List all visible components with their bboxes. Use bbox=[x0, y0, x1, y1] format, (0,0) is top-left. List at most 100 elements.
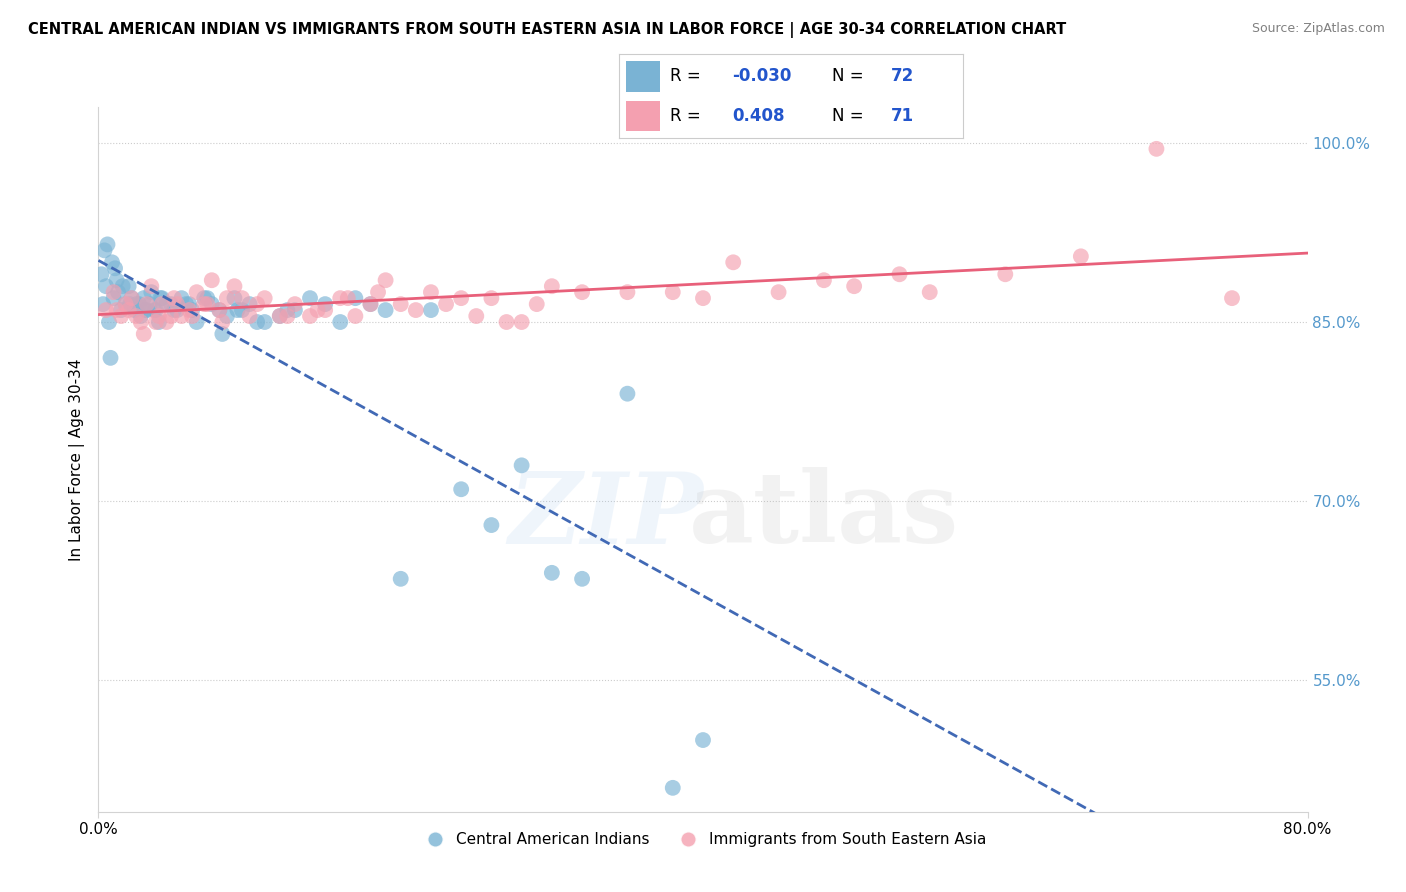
Point bbox=[132, 326, 155, 341]
Point bbox=[163, 303, 186, 318]
Point bbox=[768, 285, 790, 300]
Point bbox=[465, 309, 488, 323]
Point bbox=[284, 297, 307, 311]
Point bbox=[141, 285, 163, 300]
Point bbox=[215, 309, 238, 323]
Point bbox=[231, 291, 253, 305]
Point bbox=[389, 297, 412, 311]
Point bbox=[104, 261, 127, 276]
Text: CENTRAL AMERICAN INDIAN VS IMMIGRANTS FROM SOUTH EASTERN ASIA IN LABOR FORCE | A: CENTRAL AMERICAN INDIAN VS IMMIGRANTS FR… bbox=[28, 22, 1066, 38]
Point bbox=[166, 303, 188, 318]
Point bbox=[329, 315, 352, 329]
Point bbox=[224, 279, 246, 293]
Point bbox=[105, 273, 128, 287]
Point bbox=[121, 291, 143, 305]
Point bbox=[103, 291, 125, 305]
Point bbox=[723, 255, 745, 269]
Point bbox=[181, 309, 204, 323]
Point bbox=[450, 291, 472, 305]
Point bbox=[253, 315, 276, 329]
Point bbox=[150, 291, 173, 305]
Point bbox=[246, 315, 269, 329]
Point bbox=[132, 291, 155, 305]
Point bbox=[174, 297, 197, 311]
Point bbox=[253, 291, 276, 305]
Point bbox=[540, 566, 562, 580]
Point bbox=[120, 297, 142, 311]
Point bbox=[661, 285, 683, 300]
Point bbox=[481, 291, 503, 305]
Point bbox=[148, 309, 170, 323]
Point bbox=[101, 255, 124, 269]
Point bbox=[179, 303, 201, 318]
Point bbox=[145, 315, 167, 329]
Point bbox=[186, 315, 208, 329]
Point bbox=[571, 285, 593, 300]
Point bbox=[367, 285, 389, 300]
Text: 0.408: 0.408 bbox=[733, 107, 785, 125]
Point bbox=[163, 291, 186, 305]
Text: atlas: atlas bbox=[689, 467, 959, 565]
Point bbox=[186, 285, 208, 300]
Legend: Central American Indians, Immigrants from South Eastern Asia: Central American Indians, Immigrants fro… bbox=[413, 826, 993, 854]
Point bbox=[155, 315, 177, 329]
Point bbox=[405, 303, 427, 318]
Point bbox=[434, 297, 457, 311]
Point bbox=[510, 458, 533, 473]
Point bbox=[299, 291, 322, 305]
Point bbox=[269, 309, 291, 323]
Point bbox=[692, 733, 714, 747]
Point bbox=[994, 267, 1017, 281]
Point bbox=[111, 279, 134, 293]
Point bbox=[150, 297, 173, 311]
Point bbox=[918, 285, 941, 300]
Point bbox=[1070, 249, 1092, 263]
Point bbox=[1220, 291, 1243, 305]
Point bbox=[389, 572, 412, 586]
Point bbox=[1146, 142, 1168, 156]
Point bbox=[125, 297, 148, 311]
Text: N =: N = bbox=[832, 68, 863, 86]
Point bbox=[420, 285, 443, 300]
Point bbox=[110, 309, 132, 323]
Point bbox=[314, 297, 336, 311]
Point bbox=[307, 303, 329, 318]
Text: -0.030: -0.030 bbox=[733, 68, 792, 86]
Text: ZIP: ZIP bbox=[509, 467, 704, 564]
Point bbox=[114, 297, 136, 311]
Point bbox=[226, 303, 249, 318]
Point bbox=[145, 303, 167, 318]
Point bbox=[276, 309, 298, 323]
Point bbox=[276, 303, 298, 318]
Point bbox=[193, 291, 215, 305]
Point bbox=[118, 303, 141, 318]
Point bbox=[510, 315, 533, 329]
Point bbox=[374, 303, 396, 318]
Point bbox=[193, 297, 215, 311]
Point bbox=[128, 297, 150, 311]
Point bbox=[201, 273, 224, 287]
Text: 72: 72 bbox=[891, 68, 914, 86]
Point bbox=[179, 297, 201, 311]
Point bbox=[118, 279, 141, 293]
Text: N =: N = bbox=[832, 107, 863, 125]
Point bbox=[336, 291, 359, 305]
Point bbox=[170, 291, 193, 305]
Point bbox=[129, 315, 152, 329]
FancyBboxPatch shape bbox=[626, 101, 659, 131]
Point bbox=[135, 297, 157, 311]
Point bbox=[344, 291, 367, 305]
Point bbox=[813, 273, 835, 287]
Point bbox=[155, 297, 177, 311]
Point bbox=[143, 303, 166, 318]
Point bbox=[135, 303, 157, 318]
Point bbox=[139, 297, 162, 311]
Point bbox=[540, 279, 562, 293]
Point bbox=[181, 303, 204, 318]
Point bbox=[231, 303, 253, 318]
Point bbox=[495, 315, 517, 329]
Point bbox=[105, 303, 128, 318]
Point bbox=[889, 267, 911, 281]
Text: R =: R = bbox=[671, 68, 702, 86]
Point bbox=[239, 297, 262, 311]
